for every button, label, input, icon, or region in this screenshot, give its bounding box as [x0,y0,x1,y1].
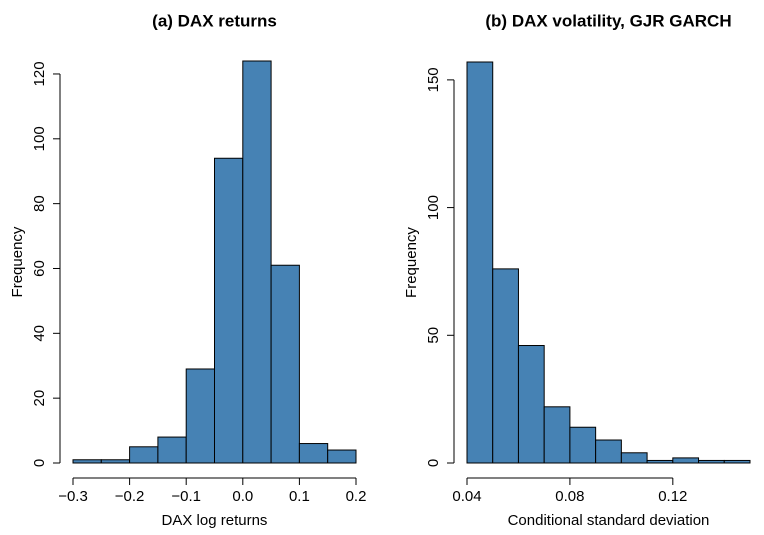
bar [72,459,102,464]
x-tick-label: 0.1 [289,488,310,505]
y-axis-label: Frequency [9,226,26,297]
y-tick-label: 100 [425,195,442,220]
bar [569,426,597,464]
x-axis-label: Conditional standard deviation [508,512,710,529]
y-tick-label: 80 [31,195,48,212]
y-tick-label: 50 [425,327,442,344]
bar [492,268,519,464]
bar [298,443,329,464]
bar [327,449,357,464]
bar [620,452,648,464]
y-tick-label: 60 [31,260,48,277]
bar [157,436,187,464]
x-tick-label: 0.2 [346,488,367,505]
y-tick-label: 150 [425,67,442,92]
x-tick-label: 0.04 [452,488,481,505]
y-tick-label: 120 [31,61,48,86]
y-tick-label: 20 [31,390,48,407]
x-axis-label: DAX log returns [162,512,268,529]
y-tick-label: 40 [31,325,48,342]
x-tick-label: 0.08 [555,488,584,505]
x-tick-label: 0.0 [232,488,253,505]
bar [214,157,244,464]
bar [646,459,674,464]
bar [672,457,700,464]
bar [270,264,300,464]
chart-title: (b) DAX volatility, GJR GARCH [485,11,731,30]
bar [595,439,622,464]
x-tick-label: −0.2 [115,488,145,505]
x-tick-label: 0.12 [658,488,687,505]
y-tick-label: 100 [31,126,48,151]
y-axis-label: Frequency [403,227,420,298]
x-tick-label: −0.3 [58,488,88,505]
bar [543,406,571,464]
x-tick-label: −0.1 [171,488,201,505]
bar [185,368,215,464]
y-tick-label: 0 [31,459,48,467]
bar [100,459,131,464]
bar [129,446,159,464]
bar [698,459,725,464]
y-tick-label: 0 [425,459,442,467]
bar [242,60,272,464]
chart-title: (a) DAX returns [152,11,277,30]
bar [517,345,545,464]
bar [466,61,494,464]
bar [723,459,751,464]
